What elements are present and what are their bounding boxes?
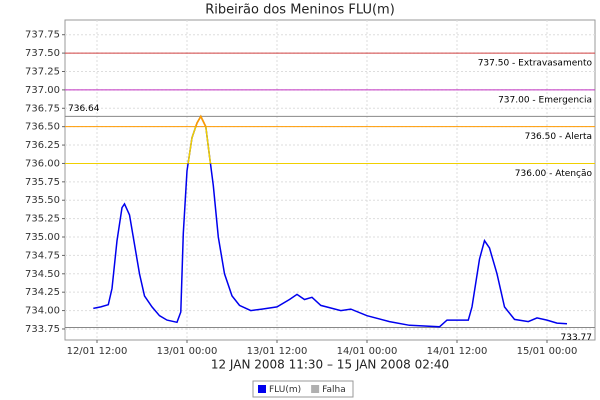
legend-box bbox=[252, 380, 354, 398]
series-line bbox=[93, 114, 568, 328]
y-tick-label: 735.00 bbox=[25, 232, 60, 243]
y-tick-label: 735.50 bbox=[25, 195, 60, 206]
x-tick-label: 12/01 12:00 bbox=[67, 346, 128, 357]
x-tick-label: 14/01 00:00 bbox=[337, 346, 398, 357]
y-tick-label: 734.00 bbox=[25, 306, 60, 317]
legend-label: FLU(m) bbox=[269, 385, 301, 395]
chart-title: Ribeirão dos Meninos FLU(m) bbox=[205, 3, 395, 18]
threshold-label: 736.50 - Alerta bbox=[525, 132, 592, 142]
max-line-label: 736.64 bbox=[68, 104, 100, 114]
y-tick-label: 737.00 bbox=[25, 85, 60, 96]
threshold-label: 737.00 - Emergencia bbox=[498, 95, 592, 105]
y-tick-label: 734.25 bbox=[25, 287, 60, 298]
y-tick-label: 733.75 bbox=[25, 324, 60, 335]
legend-swatch bbox=[311, 385, 320, 393]
threshold-label: 736.00 - Atenção bbox=[515, 169, 593, 179]
y-tick-label: 734.50 bbox=[25, 269, 60, 280]
x-tick-label: 15/01 00:00 bbox=[517, 346, 578, 357]
threshold-label: 737.50 - Extravasamento bbox=[478, 59, 593, 69]
legend: FLU(m) Falha bbox=[252, 380, 354, 398]
y-tick-label: 735.25 bbox=[25, 214, 60, 225]
x-tick-label: 14/01 12:00 bbox=[427, 346, 488, 357]
y-tick-label: 737.75 bbox=[25, 30, 60, 41]
min-line-label: 733.77 bbox=[561, 333, 593, 343]
y-tick-label: 735.75 bbox=[25, 177, 60, 188]
y-tick-label: 737.25 bbox=[25, 66, 60, 77]
y-tick-label: 737.50 bbox=[25, 48, 60, 59]
legend-label: Falha bbox=[322, 385, 346, 395]
y-tick-label: 736.25 bbox=[25, 140, 60, 151]
legend-swatch bbox=[258, 385, 266, 393]
y-tick-label: 734.75 bbox=[25, 250, 60, 261]
chart-subtitle: 12 JAN 2008 11:30 – 15 JAN 2008 02:40 bbox=[211, 358, 449, 372]
y-tick-label: 736.75 bbox=[25, 103, 60, 114]
plot-area bbox=[64, 19, 596, 341]
y-tick-label: 736.00 bbox=[25, 158, 60, 169]
x-tick-label: 13/01 12:00 bbox=[247, 346, 308, 357]
x-tick-label: 13/01 00:00 bbox=[157, 346, 218, 357]
y-tick-label: 736.50 bbox=[25, 122, 60, 133]
